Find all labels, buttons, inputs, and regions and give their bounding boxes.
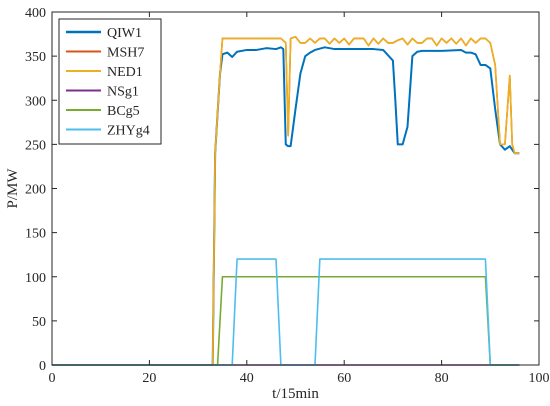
y-axis-label: P/MW [5, 168, 21, 209]
y-tick-label: 200 [25, 183, 46, 198]
legend-label-qiw1: QIW1 [107, 26, 142, 41]
x-tick-label: 20 [142, 371, 156, 386]
legend-label-bcg5: BCg5 [107, 104, 140, 119]
x-tick-label: 60 [337, 371, 351, 386]
y-tick-label: 150 [25, 227, 46, 242]
y-tick-label: 300 [25, 94, 46, 109]
legend-label-ned1: NED1 [107, 65, 143, 80]
y-tick-label: 0 [39, 359, 46, 374]
tick-layer: 0 20 40 60 80 100 0 50 100 150 200 250 300 350 400 [25, 6, 550, 386]
x-tick-label: 0 [49, 371, 56, 386]
x-tick-label: 40 [240, 371, 254, 386]
y-tick-label: 400 [25, 6, 46, 21]
x-tick-label: 100 [529, 371, 550, 386]
y-tick-label: 350 [25, 50, 46, 65]
legend-label-zhyg4: ZHYg4 [107, 124, 150, 139]
legend-label-msh7: MSH7 [107, 46, 144, 61]
series-line-qiw1 [52, 46, 520, 366]
x-tick-label: 80 [435, 371, 449, 386]
y-tick-label: 50 [32, 315, 46, 330]
x-axis-label: t/15min [272, 386, 319, 402]
legend-box [58, 18, 162, 145]
y-tick-label: 100 [25, 271, 46, 286]
series-line-ned1 [52, 35, 520, 366]
y-tick-label: 250 [25, 138, 46, 153]
legend-label-nsg1: NSg1 [107, 85, 139, 100]
legend: QIW1 MSH7 NED1 NSg1 BCg5 ZHYg4 [58, 18, 162, 145]
